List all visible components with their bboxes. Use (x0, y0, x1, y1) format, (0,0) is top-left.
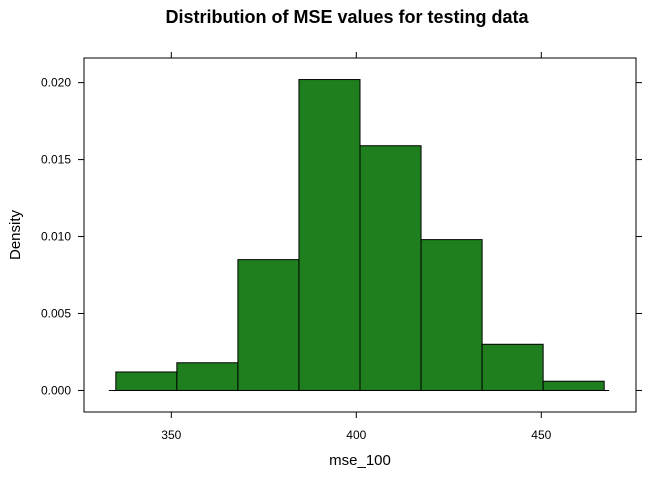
histogram-bar-5 (359, 145, 422, 391)
x-axis-label: mse_100 (329, 452, 391, 469)
histogram-bar-4 (298, 79, 361, 391)
x-tick-label: 350 (161, 428, 181, 442)
histogram-bar-3 (237, 259, 300, 391)
y-tick-label: 0.010 (41, 230, 71, 244)
y-tick-label: 0.005 (41, 306, 71, 320)
histogram-bar-1 (115, 371, 178, 391)
plot-frame (83, 57, 637, 413)
histogram-bar-7 (481, 343, 544, 391)
x-tick-label: 400 (346, 428, 366, 442)
histogram-bar-8 (542, 380, 605, 391)
axis-ticks: 350 400 450 0.000 0.005 0.010 0.015 0.020 (41, 52, 642, 442)
chart-title: Distribution of MSE values for testing d… (165, 7, 529, 27)
y-tick-label: 0.020 (41, 76, 71, 90)
y-tick-label: 0.015 (41, 153, 71, 167)
bars (108, 79, 610, 391)
y-tick-label: 0.000 (41, 383, 71, 397)
histogram-bar-2 (176, 362, 239, 391)
y-axis-label: Density (7, 209, 24, 260)
histogram-bar-6 (420, 239, 483, 391)
x-tick-label: 450 (531, 428, 551, 442)
